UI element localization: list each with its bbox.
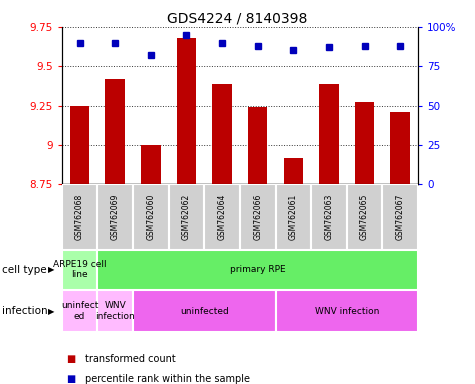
Bar <box>62 250 97 290</box>
Text: GSM762062: GSM762062 <box>182 194 191 240</box>
Bar <box>319 84 339 184</box>
Bar <box>97 290 133 332</box>
Bar <box>62 184 97 250</box>
Text: GSM762069: GSM762069 <box>111 194 120 240</box>
Bar <box>347 184 382 250</box>
Text: GSM762067: GSM762067 <box>396 194 405 240</box>
Bar <box>133 290 276 332</box>
Text: uninfected: uninfected <box>180 306 228 316</box>
Bar <box>311 184 347 250</box>
Bar <box>390 112 410 184</box>
Text: ARPE19 cell
line: ARPE19 cell line <box>53 260 106 280</box>
Bar <box>276 184 311 250</box>
Bar <box>284 157 303 184</box>
Text: GSM762066: GSM762066 <box>253 194 262 240</box>
Bar <box>248 107 267 184</box>
Text: WNV
infection: WNV infection <box>95 301 135 321</box>
Text: WNV infection: WNV infection <box>314 306 379 316</box>
Text: ■: ■ <box>66 374 76 384</box>
Text: primary RPE: primary RPE <box>230 265 285 274</box>
Text: ▶: ▶ <box>48 265 55 274</box>
Bar <box>212 84 232 184</box>
Bar <box>133 184 169 250</box>
Text: GDS4224 / 8140398: GDS4224 / 8140398 <box>167 12 308 25</box>
Text: uninfect
ed: uninfect ed <box>61 301 98 321</box>
Bar <box>276 290 418 332</box>
Bar <box>204 184 240 250</box>
Text: transformed count: transformed count <box>85 354 175 364</box>
Bar <box>382 184 418 250</box>
Bar <box>169 184 204 250</box>
Text: cell type: cell type <box>2 265 47 275</box>
Text: GSM762068: GSM762068 <box>75 194 84 240</box>
Bar <box>97 184 133 250</box>
Bar <box>70 106 89 184</box>
Text: GSM762061: GSM762061 <box>289 194 298 240</box>
Bar <box>62 290 97 332</box>
Bar <box>355 103 374 184</box>
Text: GSM762063: GSM762063 <box>324 194 333 240</box>
Text: ■: ■ <box>66 354 76 364</box>
Bar <box>105 79 125 184</box>
Bar <box>141 145 161 184</box>
Bar <box>177 38 196 184</box>
Text: GSM762064: GSM762064 <box>218 194 227 240</box>
Text: ▶: ▶ <box>48 306 55 316</box>
Text: GSM762065: GSM762065 <box>360 194 369 240</box>
Text: infection: infection <box>2 306 48 316</box>
Text: GSM762060: GSM762060 <box>146 194 155 240</box>
Text: percentile rank within the sample: percentile rank within the sample <box>85 374 249 384</box>
Bar <box>240 184 276 250</box>
